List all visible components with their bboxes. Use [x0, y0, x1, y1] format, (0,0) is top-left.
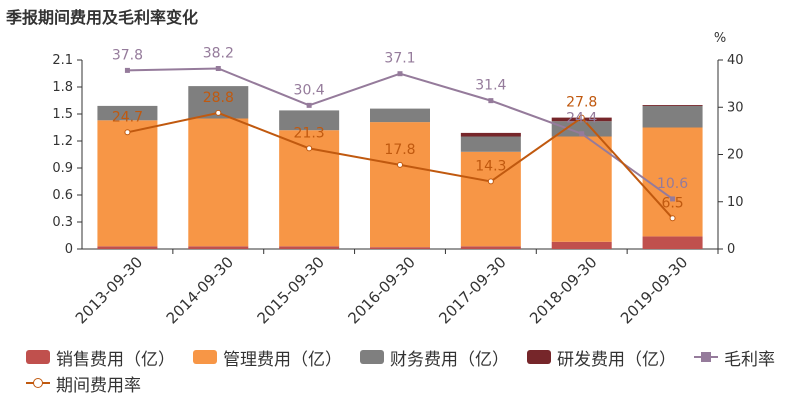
line-point [488, 98, 494, 104]
legend-item: 销售费用（亿） [26, 344, 175, 370]
data-label-layer: 37.8 38.2 30.4 37.1 31.4 24.4 10.6 24.7 28.8 21.3… [112, 46, 688, 212]
line-point [124, 129, 131, 136]
y-left-tick-label: 1.2 [52, 134, 73, 149]
legend-item: 管理费用（亿） [193, 344, 342, 370]
y-right-tick-label: 40 [727, 53, 744, 68]
y-right-tick-label: 0 [727, 242, 735, 257]
line-point [670, 196, 676, 202]
y-right-unit: % [714, 31, 726, 46]
legend-label: 财务费用（亿） [390, 349, 509, 370]
x-tick-label: 2013-09-30 [72, 253, 146, 327]
line-point [306, 102, 312, 108]
bar-segment [370, 122, 430, 248]
x-tick-label: 2016-09-30 [344, 253, 418, 327]
legend-label: 销售费用（亿） [56, 349, 175, 370]
legend-swatch [193, 350, 217, 364]
legend-swatch [26, 376, 50, 390]
data-label: 37.8 [112, 47, 143, 63]
bar-segment [279, 110, 340, 131]
y-right-tick-label: 30 [727, 100, 744, 115]
x-tick-label: 2018-09-30 [526, 253, 600, 327]
bar-segment [188, 246, 249, 249]
legend-label: 毛利率 [724, 349, 775, 370]
bar-segment [97, 120, 158, 247]
bar-segment [460, 136, 521, 152]
bar-segment [97, 246, 158, 249]
data-label: 38.2 [203, 46, 234, 62]
bar-segment [551, 136, 612, 242]
data-label: 24.7 [112, 109, 143, 125]
legend-item: 期间费用率 [26, 370, 141, 396]
data-label: 31.4 [475, 78, 506, 94]
y-left-tick-label: 0.3 [52, 215, 73, 230]
legend-swatch [26, 350, 50, 364]
line-point [669, 215, 676, 222]
bar-segment [551, 241, 612, 249]
y-left-tick-label: 0 [65, 242, 73, 257]
x-tick-label: 2015-09-30 [254, 253, 328, 327]
legend-item: 财务费用（亿） [360, 344, 509, 370]
legend-item: 毛利率 [694, 344, 775, 370]
line-point [397, 71, 403, 77]
data-label: 37.1 [384, 51, 415, 67]
line-point [124, 67, 130, 73]
y-left-tick-label: 2.1 [52, 53, 73, 68]
line-point [215, 109, 222, 116]
legend-label: 期间费用率 [56, 375, 141, 396]
legend-label: 管理费用（亿） [223, 349, 342, 370]
line-point [487, 178, 494, 185]
line-point [397, 161, 403, 168]
legend-label: 研发费用（亿） [557, 349, 676, 370]
bar-segment [460, 246, 521, 249]
bar-segment [551, 121, 612, 137]
y-left-tick-label: 0.9 [52, 161, 73, 176]
legend-swatch [527, 350, 551, 364]
bar-segment [642, 105, 703, 106]
y-left-tick-label: 1.5 [52, 107, 73, 122]
y-left-tick-label: 0.6 [52, 188, 73, 203]
legend-swatch [360, 350, 384, 364]
legend: 销售费用（亿） 管理费用（亿） 财务费用（亿） 研发费用（亿） 毛利率期间费用率 [26, 344, 796, 396]
bar-segment [370, 247, 430, 249]
x-tick-label: 2019-09-30 [617, 253, 691, 327]
data-label: 21.3 [294, 125, 325, 141]
line-point [306, 145, 313, 152]
data-label: 17.8 [384, 142, 415, 158]
bar-layer [97, 86, 703, 249]
bar-segment [188, 118, 249, 247]
data-label: 6.5 [661, 195, 683, 211]
bar-segment [642, 105, 703, 128]
line-point [579, 131, 585, 137]
bar-segment [642, 236, 703, 249]
y-right-tick-label: 20 [727, 148, 744, 163]
data-label: 14.3 [475, 158, 506, 174]
data-label: 10.6 [657, 176, 688, 192]
line-point [215, 66, 221, 72]
chart-title: 季报期间费用及毛利率变化 [6, 8, 199, 27]
data-label: 28.8 [203, 90, 234, 106]
bar-segment [97, 105, 158, 121]
line-layer [124, 66, 676, 222]
x-tick-label: 2014-09-30 [163, 253, 237, 327]
data-label: 27.8 [566, 95, 597, 111]
bar-segment [279, 246, 340, 249]
legend-item: 研发费用（亿） [527, 344, 676, 370]
x-tick-label: 2017-09-30 [435, 253, 509, 327]
bar-segment [460, 132, 521, 137]
line-point [578, 114, 585, 121]
legend-swatch [694, 350, 718, 364]
data-label: 24.4 [566, 111, 597, 127]
y-right-tick-label: 10 [727, 195, 744, 210]
bar-segment [370, 108, 430, 123]
y-left-tick-label: 1.8 [52, 80, 73, 95]
data-label: 30.4 [294, 82, 325, 98]
